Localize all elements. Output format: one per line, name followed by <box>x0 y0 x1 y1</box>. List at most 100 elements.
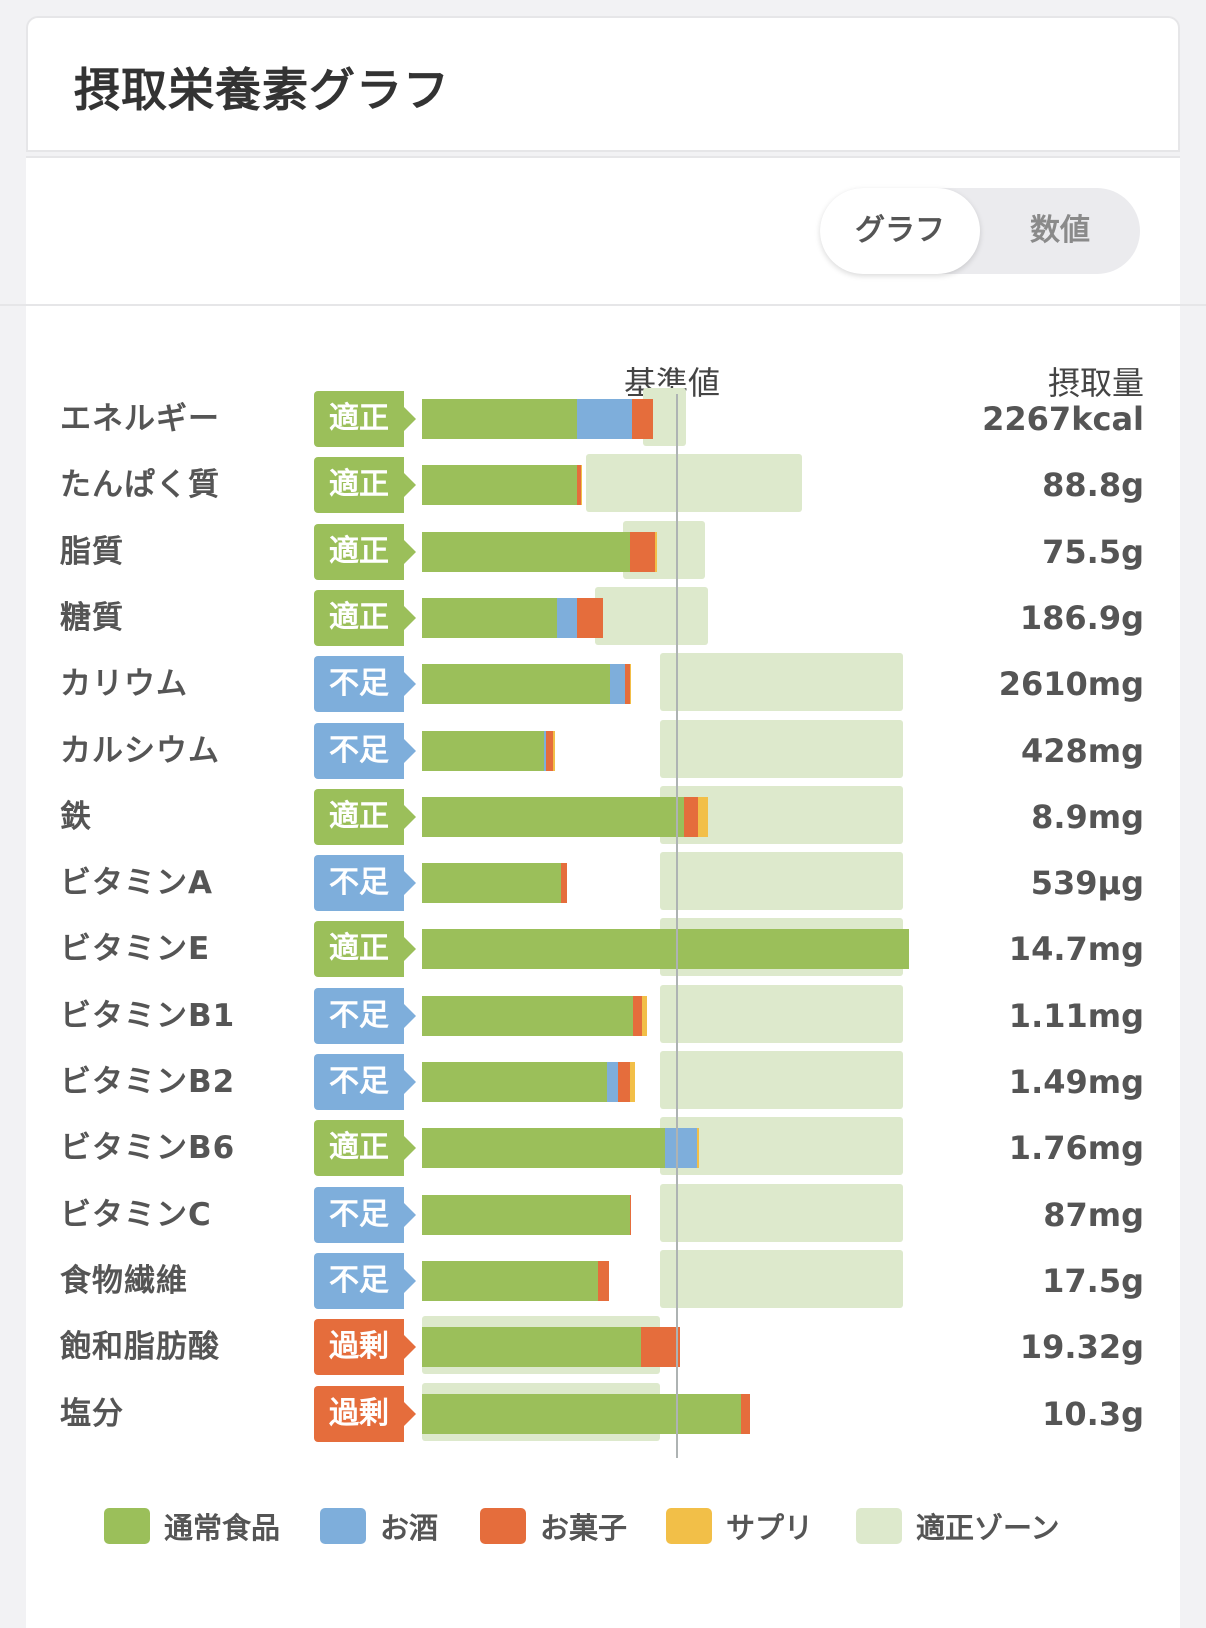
intake-bar <box>422 531 658 572</box>
nutrient-row: 糖質 適正 186.9g <box>26 586 1180 649</box>
bar-segment-normal <box>422 1194 630 1235</box>
bar-segment-normal <box>422 1062 607 1102</box>
toggle-number-button[interactable]: 数値 <box>1030 213 1090 248</box>
bar-segment-normal <box>422 796 685 837</box>
view-toggle[interactable]: グラフ 数値 <box>820 188 1140 274</box>
bar-segment-supplement <box>641 995 647 1036</box>
appropriate-zone <box>660 984 903 1043</box>
appropriate-zone <box>660 1249 903 1308</box>
intake-bar <box>422 929 909 970</box>
intake-amount: 2267kcal <box>982 400 1144 438</box>
bar-segment-supplement <box>629 1062 635 1102</box>
bar-segment-normal <box>422 597 557 638</box>
nutrient-name: ビタミンB6 <box>60 1130 236 1167</box>
bar-segment-snack <box>617 1062 630 1102</box>
status-badge: 過剰 <box>314 1385 416 1442</box>
intake-bar <box>422 1194 632 1235</box>
status-badge: 不足 <box>314 1186 416 1243</box>
status-badge: 不足 <box>314 987 416 1044</box>
intake-amount: 17.5g <box>1042 1261 1144 1300</box>
bar-segment-normal <box>422 1260 598 1301</box>
intake-amount: 75.5g <box>1042 532 1144 571</box>
nutrient-row: ビタミンE 適正 14.7mg <box>26 918 1180 980</box>
nutrient-name: カルシウム <box>60 732 220 769</box>
title-card: 摂取栄養素グラフ <box>26 16 1180 152</box>
intake-amount: 14.7mg <box>1008 930 1144 969</box>
page-title: 摂取栄養素グラフ <box>74 63 450 117</box>
nutrient-chart: 基準値 摂取量 エネルギー 適正 2267kcal たんぱく質 適正 88.8g 脂質 適正 7… <box>26 306 1180 1628</box>
nutrient-row: ビタミンA 不足 539μg <box>26 852 1180 914</box>
bar-segment-alcohol <box>556 597 577 638</box>
legend-label: 適正ゾーン <box>916 1511 1060 1545</box>
nutrient-name: ビタミンC <box>60 1196 212 1233</box>
intake-amount: 10.3g <box>1042 1394 1144 1433</box>
legend: 通常食品 お酒 お菓子 サプリ 適正ゾーン <box>26 1496 1180 1556</box>
appropriate-zone <box>660 1117 903 1176</box>
bar-segment-supplement <box>697 1128 700 1169</box>
bar-segment-normal <box>422 664 610 705</box>
nutrient-name: たんぱく質 <box>60 467 220 504</box>
intake-bar <box>422 1393 751 1434</box>
bar-segment-alcohol <box>544 730 546 771</box>
legend-label: お酒 <box>380 1511 439 1545</box>
status-badge: 過剰 <box>314 1319 416 1376</box>
legend-label: 通常食品 <box>164 1511 281 1545</box>
bar-segment-snack <box>641 1327 680 1368</box>
nutrient-row: 脂質 適正 75.5g <box>26 520 1180 583</box>
bar-segment-normal <box>422 863 561 904</box>
intake-amount: 1.49mg <box>1008 1063 1144 1101</box>
nutrient-row: たんぱく質 適正 88.8g <box>26 454 1180 516</box>
nutrient-name: ビタミンB2 <box>60 1064 236 1100</box>
nutrient-row: 塩分 過剰 10.3g <box>26 1382 1180 1445</box>
bar-segment-snack <box>597 1260 609 1301</box>
bar-segment-snack <box>560 863 567 904</box>
intake-amount: 1.76mg <box>1008 1129 1144 1168</box>
status-badge: 適正 <box>314 1120 416 1177</box>
intake-bar <box>422 730 555 771</box>
nutrient-name: ビタミンE <box>60 931 211 968</box>
nutrient-name: 脂質 <box>60 533 124 570</box>
intake-amount: 2610mg <box>998 665 1144 704</box>
intake-amount: 8.9mg <box>1031 797 1144 836</box>
bar-segment-normal <box>422 1128 665 1169</box>
legend-item: 通常食品 <box>104 1496 280 1556</box>
bar-segment-snack <box>629 1194 632 1235</box>
nutrient-name: 鉄 <box>60 798 92 835</box>
intake-bar <box>422 1128 700 1169</box>
swatch-normal-icon <box>104 1508 150 1544</box>
appropriate-zone <box>660 852 903 911</box>
nutrient-name: ビタミンB1 <box>60 997 236 1034</box>
status-badge: 不足 <box>314 722 416 779</box>
toggle-graph-button[interactable]: グラフ <box>820 188 980 274</box>
legend-item: サプリ <box>666 1496 813 1556</box>
status-badge: 適正 <box>314 921 416 978</box>
bar-segment-snack <box>632 995 642 1036</box>
bar-segment-alcohol <box>609 664 625 705</box>
bar-segment-alcohol <box>606 1062 618 1102</box>
bar-segment-supplement <box>698 796 709 837</box>
nutrient-row: 鉄 適正 8.9mg <box>26 785 1180 848</box>
intake-bar <box>422 664 632 705</box>
appropriate-zone <box>660 1183 903 1242</box>
amount-header: 摂取量 <box>1047 364 1144 402</box>
view-toggle-area: グラフ 数値 <box>26 156 1180 306</box>
status-badge: 適正 <box>314 391 416 447</box>
swatch-alcohol-icon <box>320 1508 366 1544</box>
appropriate-zone <box>595 586 709 645</box>
swatch-zone-icon <box>856 1508 902 1544</box>
bar-segment-supplement <box>629 664 632 705</box>
intake-bar <box>422 796 709 837</box>
nutrient-row: 飽和脂肪酸 過剰 19.32g <box>26 1316 1180 1378</box>
bar-segment-snack <box>545 730 553 771</box>
nutrient-name: 塩分 <box>60 1395 124 1432</box>
bar-segment-supplement <box>655 531 658 572</box>
intake-amount: 539μg <box>1030 864 1144 903</box>
status-badge: 適正 <box>314 589 416 646</box>
bar-segment-alcohol <box>664 1128 698 1169</box>
bar-segment-snack <box>631 399 653 439</box>
intake-bar <box>422 465 583 506</box>
bar-segment-normal <box>422 399 578 439</box>
bar-segment-snack <box>629 531 656 572</box>
legend-label: サプリ <box>726 1511 814 1545</box>
bar-segment-snack <box>577 465 581 506</box>
